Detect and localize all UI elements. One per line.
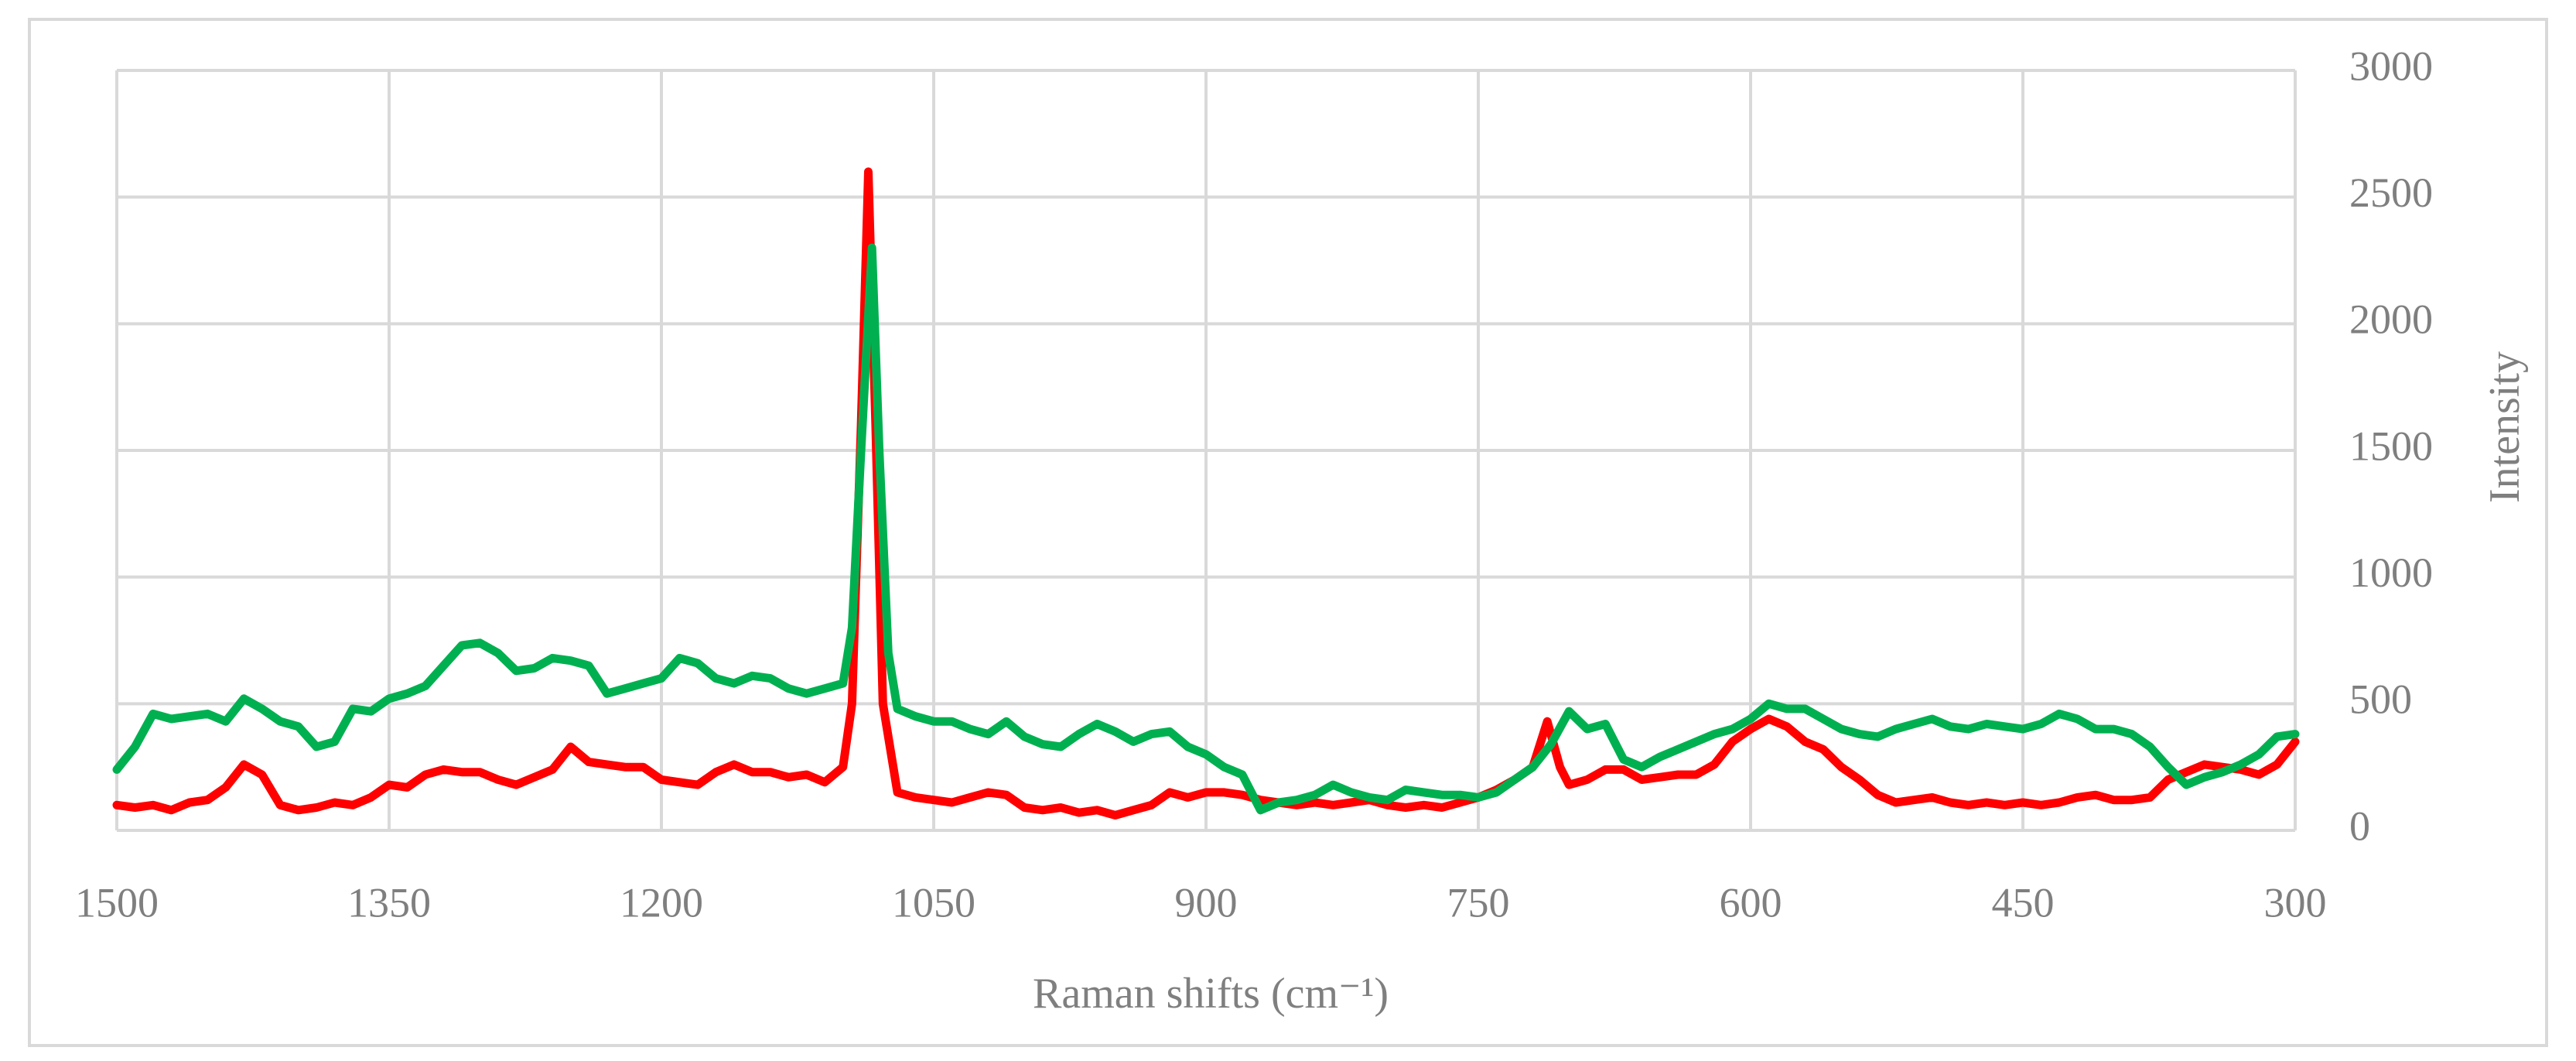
x-tick-label: 450 bbox=[1992, 879, 2055, 926]
x-tick-label: 750 bbox=[1447, 879, 1510, 926]
grid bbox=[115, 69, 2297, 832]
x-tick-label: 1050 bbox=[892, 879, 975, 926]
y-tick-label: 3000 bbox=[2349, 43, 2433, 89]
plot-lines bbox=[112, 167, 2300, 820]
x-tick-label: 1200 bbox=[620, 879, 703, 926]
y-tick-label: 0 bbox=[2349, 803, 2370, 849]
x-axis-title: Raman shifts (cm⁻¹) bbox=[1033, 970, 1389, 1018]
data-line bbox=[112, 243, 2300, 815]
x-tick-label: 900 bbox=[1175, 879, 1238, 926]
x-tick-label: 1500 bbox=[75, 879, 159, 926]
y-tick-label: 500 bbox=[2349, 676, 2412, 723]
y-tick-label: 1000 bbox=[2349, 549, 2433, 596]
chart-border bbox=[28, 18, 2548, 1047]
y-tick-label: 2000 bbox=[2349, 296, 2433, 343]
y-tick-label: 2500 bbox=[2349, 169, 2433, 216]
data-line bbox=[112, 167, 2300, 820]
x-tick-label: 600 bbox=[1720, 879, 1782, 926]
labels: 0 500 1000 1500 2000 2500 3000 1500 1350 1200 1050… bbox=[75, 43, 2433, 926]
y-tick-label: 1500 bbox=[2349, 423, 2433, 469]
x-tick-label: 1350 bbox=[347, 879, 431, 926]
x-tick-label: 300 bbox=[2264, 879, 2327, 926]
y-axis-title: Intensity bbox=[2481, 351, 2529, 503]
